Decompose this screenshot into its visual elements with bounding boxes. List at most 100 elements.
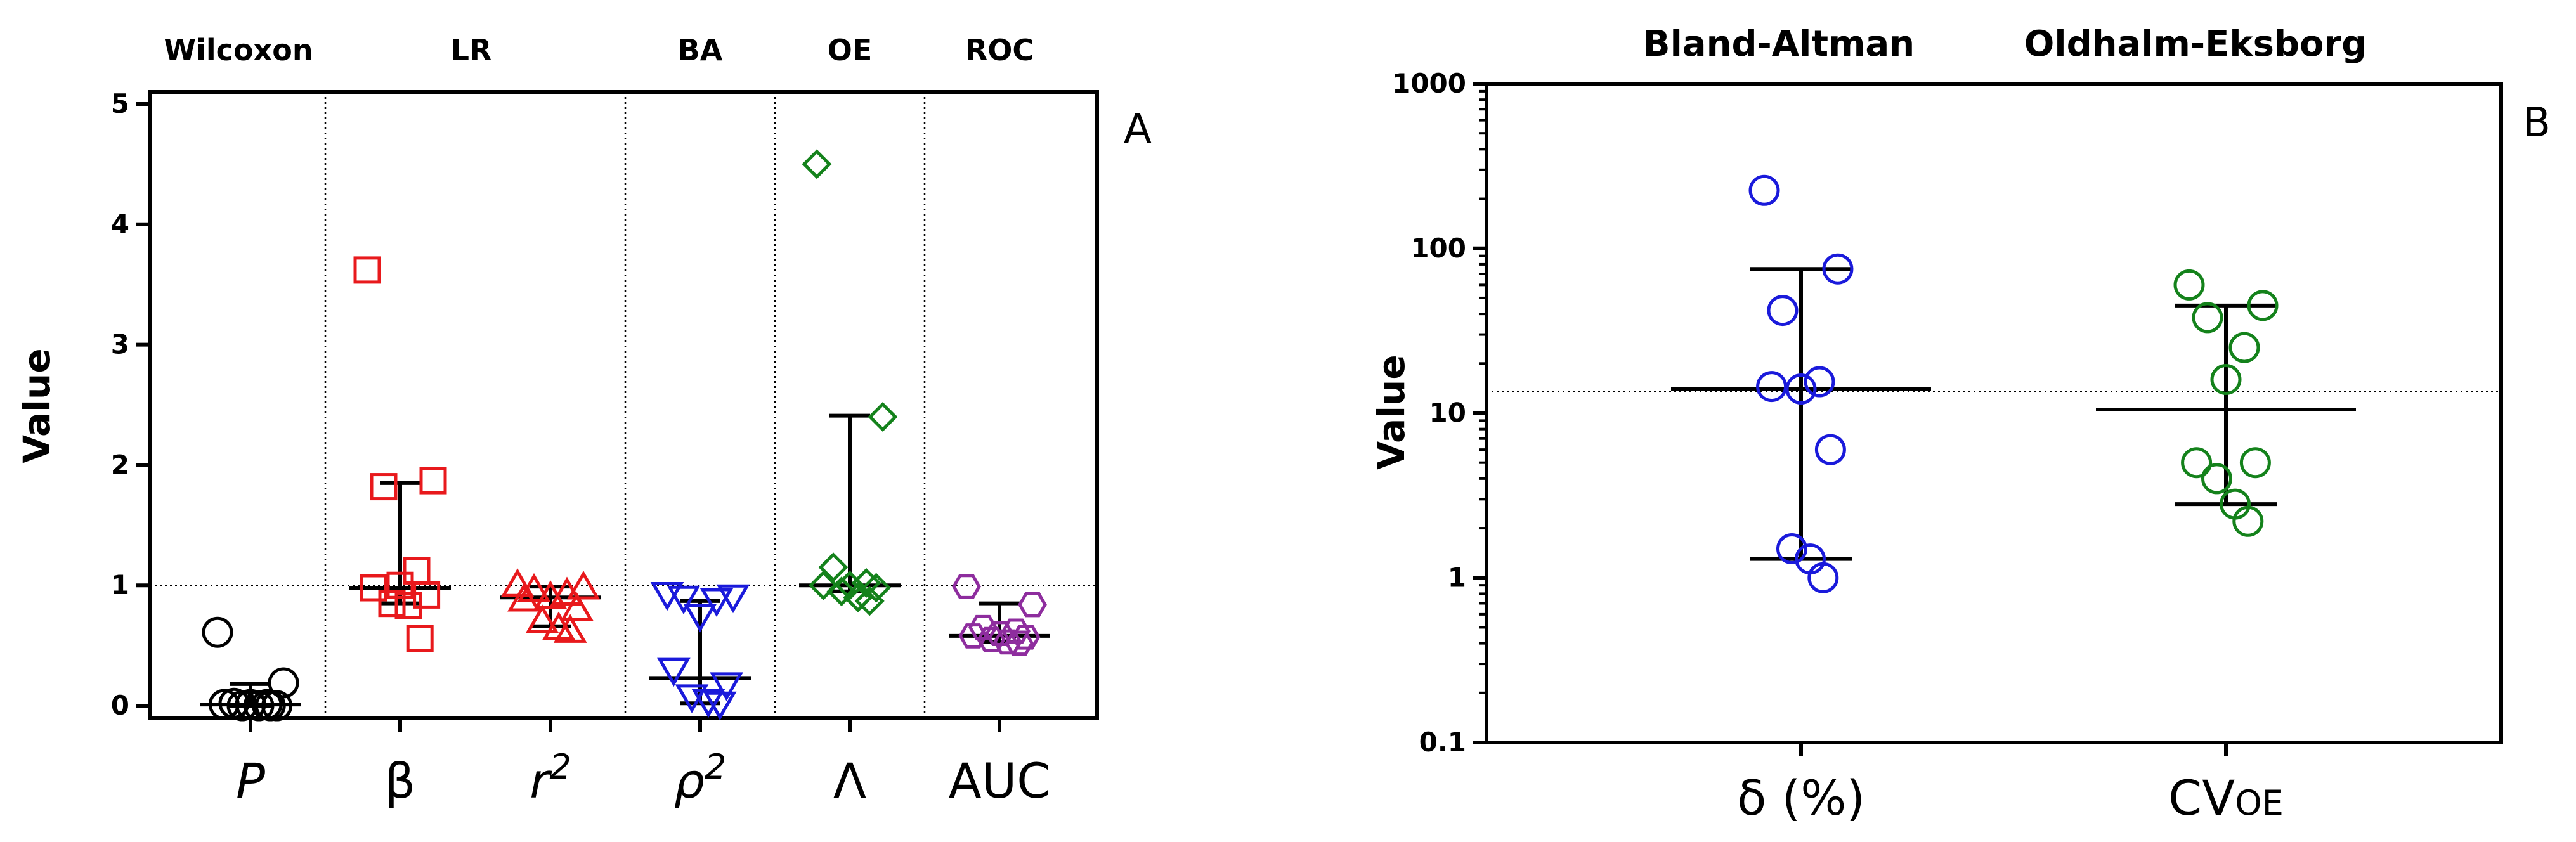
y-tick-label: 1000 [1392,68,1466,99]
data-point [394,592,422,619]
data-point [268,667,299,699]
data-point [691,689,725,718]
x-category-label-1: δ (%) [1737,770,1865,826]
data-point [1785,373,1817,405]
data-point [406,625,434,652]
series-2 [2096,269,2356,537]
data-point [254,690,286,722]
data-point [1807,562,1839,593]
data-point [2239,447,2271,479]
data-point [826,576,857,607]
data-point [202,616,233,648]
data-point [699,588,734,617]
data-point [1005,630,1034,656]
data-point [243,690,275,722]
x-category-label-5: Λ [833,753,866,809]
data-point [1767,295,1799,327]
data-point [360,574,387,602]
x-category-label-2: β [385,753,416,809]
chart-panel-b: 0.1 1 10 100 1000 Bland-Altman Oldhalm-Eksbor… [1370,23,2551,826]
panel-label-b: B [2523,100,2551,146]
data-point [808,570,838,600]
group-label-roc: ROC [965,33,1034,67]
data-point [1018,592,1047,618]
data-point [2232,505,2264,537]
y-axis-label-a: Value [15,348,58,463]
data-point [2228,332,2260,363]
data-point [2210,363,2242,395]
series-2 [349,256,451,652]
data-point [1804,366,1835,398]
data-point [2247,290,2279,321]
y-tick-label: 100 [1410,233,1466,264]
data-point [1814,434,1846,465]
data-point [667,585,701,615]
plot-frame-a [148,90,1099,720]
data-point [868,401,898,432]
data-point [818,552,849,583]
group-label-ba: BA [678,33,723,67]
data-point [1756,371,1788,403]
group-label-oe: OE [828,33,873,67]
series-6 [949,574,1050,656]
data-point [1776,533,1807,565]
data-point [525,604,559,633]
y-tick-label: 0.1 [1419,727,1466,758]
y-axis-label-b: Value [1370,354,1413,469]
data-point [403,557,431,585]
data-point [1822,253,1854,285]
data-point [2192,302,2223,334]
series-3 [500,568,601,643]
series-1 [1671,174,1931,593]
y-tick-label: 0 [111,690,129,721]
data-point [386,571,414,599]
data-point [710,672,743,701]
data-point [958,623,988,649]
panel-label-a: A [1124,106,1152,153]
x-category-label-3: r2 [530,747,571,809]
group-label-wilcoxon: Wilcoxon [164,33,313,67]
series-5 [799,149,901,616]
data-point [550,576,584,606]
data-point [378,590,406,618]
data-point [566,571,601,600]
y-tick-label: 1 [111,569,129,600]
data-point [553,614,587,643]
series-1 [200,616,301,722]
data-point [861,573,892,603]
series-4 [649,581,751,721]
data-point [1011,625,1041,650]
data-point [952,574,981,599]
data-point [977,626,1006,652]
data-point [2201,463,2232,495]
y-tick-label: 1 [1448,562,1466,593]
data-point [419,467,447,495]
data-point [657,657,691,687]
data-point [533,580,568,609]
data-point [683,604,717,633]
y-tick-label: 10 [1429,398,1466,429]
data-point [2173,269,2205,301]
data-point [208,689,240,720]
x-category-label-2: CVOE [2168,770,2284,826]
group-label-oldhalm-eksborg: Oldhalm-Eksborg [2024,23,2367,65]
group-label-bland-altman: Bland-Altman [1643,23,1915,65]
data-point [703,691,737,721]
plot-frame-b [1485,82,2503,744]
x-category-label-4: ρ2 [674,747,727,809]
y-tick-label: 3 [111,329,129,360]
data-point [353,256,381,284]
group-label-lr: LR [451,33,492,67]
y-tick-label: 4 [111,209,129,240]
data-point [854,586,885,616]
y-tick-label: 2 [111,449,129,480]
data-point [507,582,541,612]
x-category-label-1: P [236,753,265,809]
data-point [560,592,594,621]
data-point [2181,447,2213,479]
data-point [802,149,832,179]
data-point [370,473,398,501]
